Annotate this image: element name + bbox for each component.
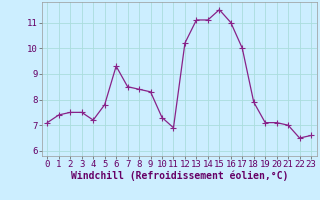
X-axis label: Windchill (Refroidissement éolien,°C): Windchill (Refroidissement éolien,°C) xyxy=(70,171,288,181)
